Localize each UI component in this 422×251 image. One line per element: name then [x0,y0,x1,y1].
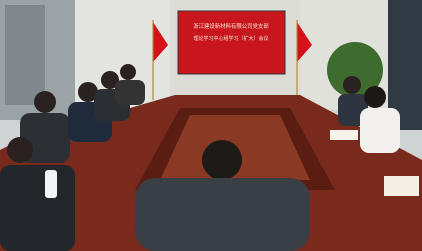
page: 浙江建设新材料有限公司党支部 理论学习中心组学习（扩大）会议 (() => { … [0,0,422,251]
documents [384,176,419,196]
screen [178,11,285,74]
screen-title: 浙江建设新材料有限公司党支部 [193,22,269,30]
meeting-photo: 浙江建设新材料有限公司党支部 理论学习中心组学习（扩大）会议 [0,0,422,251]
screen-subtitle: 理论学习中心组学习（扩大）会议 [193,35,268,42]
window [5,5,45,105]
documents [330,130,358,140]
water-bottle [45,170,57,198]
